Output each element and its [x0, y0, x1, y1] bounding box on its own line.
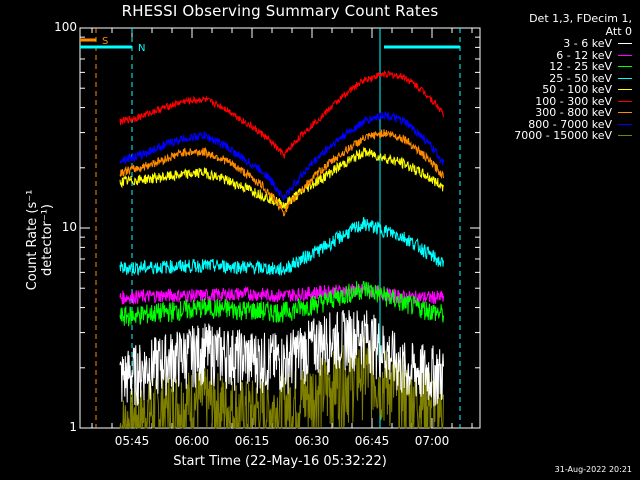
legend-item: 25 - 50 keV — [472, 71, 632, 85]
legend-item: 6 - 12 keV — [472, 48, 632, 62]
x-tick-label: 06:15 — [234, 434, 270, 448]
x-tick-label: 05:45 — [114, 434, 150, 448]
legend-item-label: 6 - 12 keV — [556, 48, 612, 62]
legend-item: 7000 - 15000 keV — [472, 129, 632, 143]
legend-swatch — [618, 135, 632, 137]
legend-swatch — [618, 100, 632, 102]
legend-swatch — [618, 43, 632, 45]
legend-item-label: 12 - 25 keV — [549, 60, 612, 74]
y-tick-label-10: 10 — [61, 220, 77, 234]
series-line — [119, 283, 444, 306]
series-line — [119, 129, 444, 217]
legend-header-line-2: Att 0 — [605, 25, 632, 38]
legend-item-label: 800 - 7000 keV — [528, 117, 612, 131]
series-line — [119, 309, 444, 407]
legend-item: 800 - 7000 keV — [472, 117, 632, 131]
legend-item-label: 100 - 300 keV — [535, 94, 612, 108]
y-axis-label: Count Rate (s⁻¹ detector⁻¹) — [25, 189, 55, 291]
legend-item: 3 - 6 keV — [472, 37, 632, 51]
legend-item-label: 50 - 100 keV — [542, 83, 612, 97]
x-axis-label: Start Time (22-May-16 05:32:22) — [173, 454, 387, 469]
y-tick-label-100: 100 — [54, 20, 77, 34]
series-line — [119, 216, 444, 277]
legend-swatch — [618, 54, 632, 56]
legend-swatch — [618, 89, 632, 91]
legend-swatch — [618, 112, 632, 114]
series-line — [119, 69, 444, 159]
legend-item: 300 - 800 keV — [472, 106, 632, 120]
chart-title: RHESSI Observing Summary Count Rates — [121, 2, 439, 20]
series-line — [119, 281, 444, 327]
x-tick-label: 06:30 — [294, 434, 330, 448]
legend-header-line-1: Det 1,3, FDecim 1, — [529, 12, 632, 25]
series-line — [119, 111, 444, 202]
x-tick-label: 06:45 — [354, 434, 390, 448]
legend: Det 1,3, FDecim 1, Att 0 3 - 6 keV 6 - 12… — [472, 12, 632, 142]
saa-marker-label: S — [102, 36, 108, 47]
footer-timestamp: 31-Aug-2022 20:21 — [554, 465, 632, 474]
night-marker-label: N — [138, 43, 145, 54]
x-tick-label: 07:00 — [414, 434, 450, 448]
legend-item-label: 7000 - 15000 keV — [514, 129, 612, 143]
legend-item-label: 25 - 50 keV — [549, 71, 612, 85]
legend-swatch — [618, 66, 632, 68]
x-tick-label: 06:00 — [174, 434, 210, 448]
legend-item: 100 - 300 keV — [472, 94, 632, 108]
legend-item: 12 - 25 keV — [472, 60, 632, 74]
legend-item-label: 300 - 800 keV — [535, 106, 612, 120]
legend-swatch — [618, 77, 632, 79]
legend-swatch — [618, 123, 632, 125]
legend-item-label: 3 - 6 keV — [563, 37, 612, 51]
series-line — [119, 336, 444, 430]
legend-item: 50 - 100 keV — [472, 83, 632, 97]
y-tick-label-1: 1 — [69, 420, 77, 434]
